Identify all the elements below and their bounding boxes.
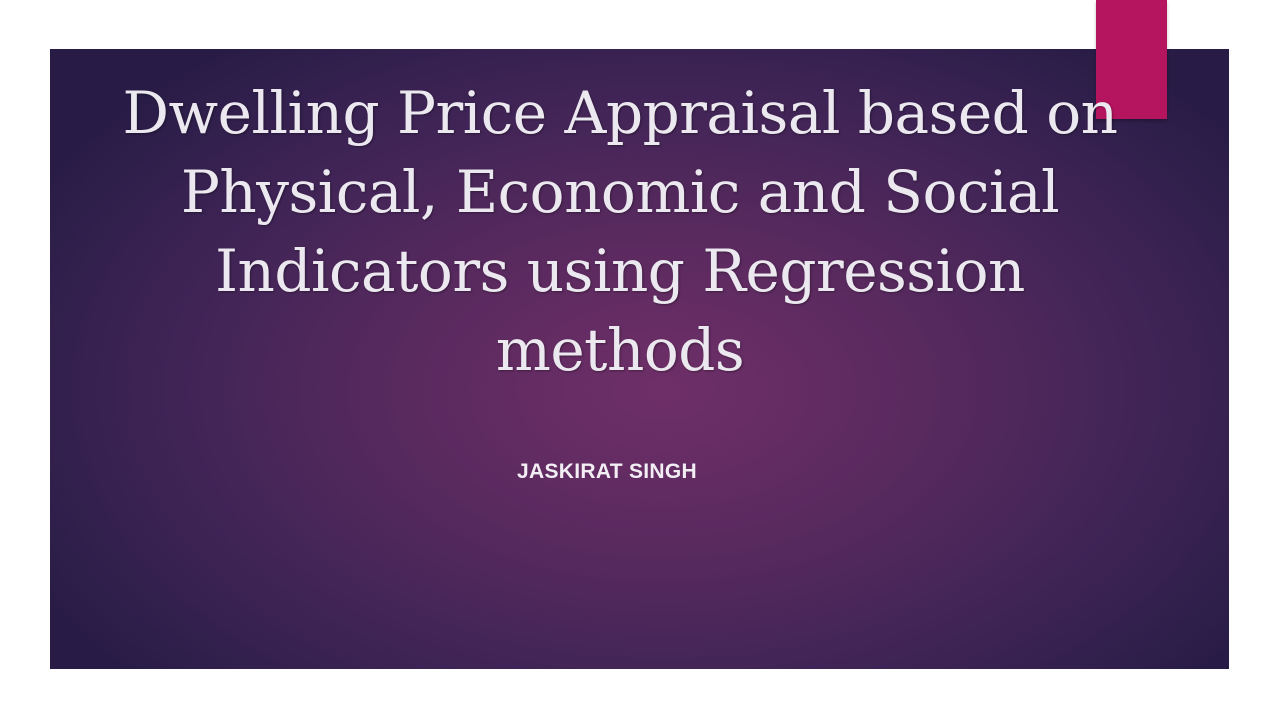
slide-title: Dwelling Price Appraisal based on Physic… [110, 74, 1130, 390]
author-name: JASKIRAT SINGH [400, 458, 814, 486]
